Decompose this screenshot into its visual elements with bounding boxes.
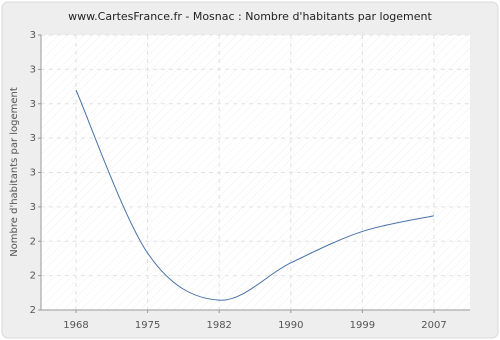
chart-title: www.CartesFrance.fr - Mosnac : Nombre d'… [68, 10, 432, 23]
y-tick-label: 3 [30, 30, 36, 41]
y-tick-label: 3 [30, 202, 36, 213]
y-tick-label: 3 [30, 64, 36, 75]
data-line [75, 89, 435, 301]
x-tick-label: 1990 [278, 320, 303, 331]
y-tick-label: 3 [30, 99, 36, 110]
x-tick-label: 1982 [206, 320, 231, 331]
x-tick-label: 1999 [350, 320, 375, 331]
x-tick-label: 1975 [135, 320, 160, 331]
y-tick-label: 3 [30, 168, 36, 179]
y-tick-label: 2 [30, 305, 36, 316]
y-axis-label: Nombre d'habitants par logement [9, 87, 20, 257]
x-tick-label: 2007 [421, 320, 446, 331]
y-tick-label: 2 [30, 271, 36, 282]
plot-hatch [41, 35, 470, 310]
y-tick-label: 3 [30, 133, 36, 144]
y-tick-label: 2 [30, 236, 36, 247]
x-tick-label: 1968 [63, 320, 88, 331]
